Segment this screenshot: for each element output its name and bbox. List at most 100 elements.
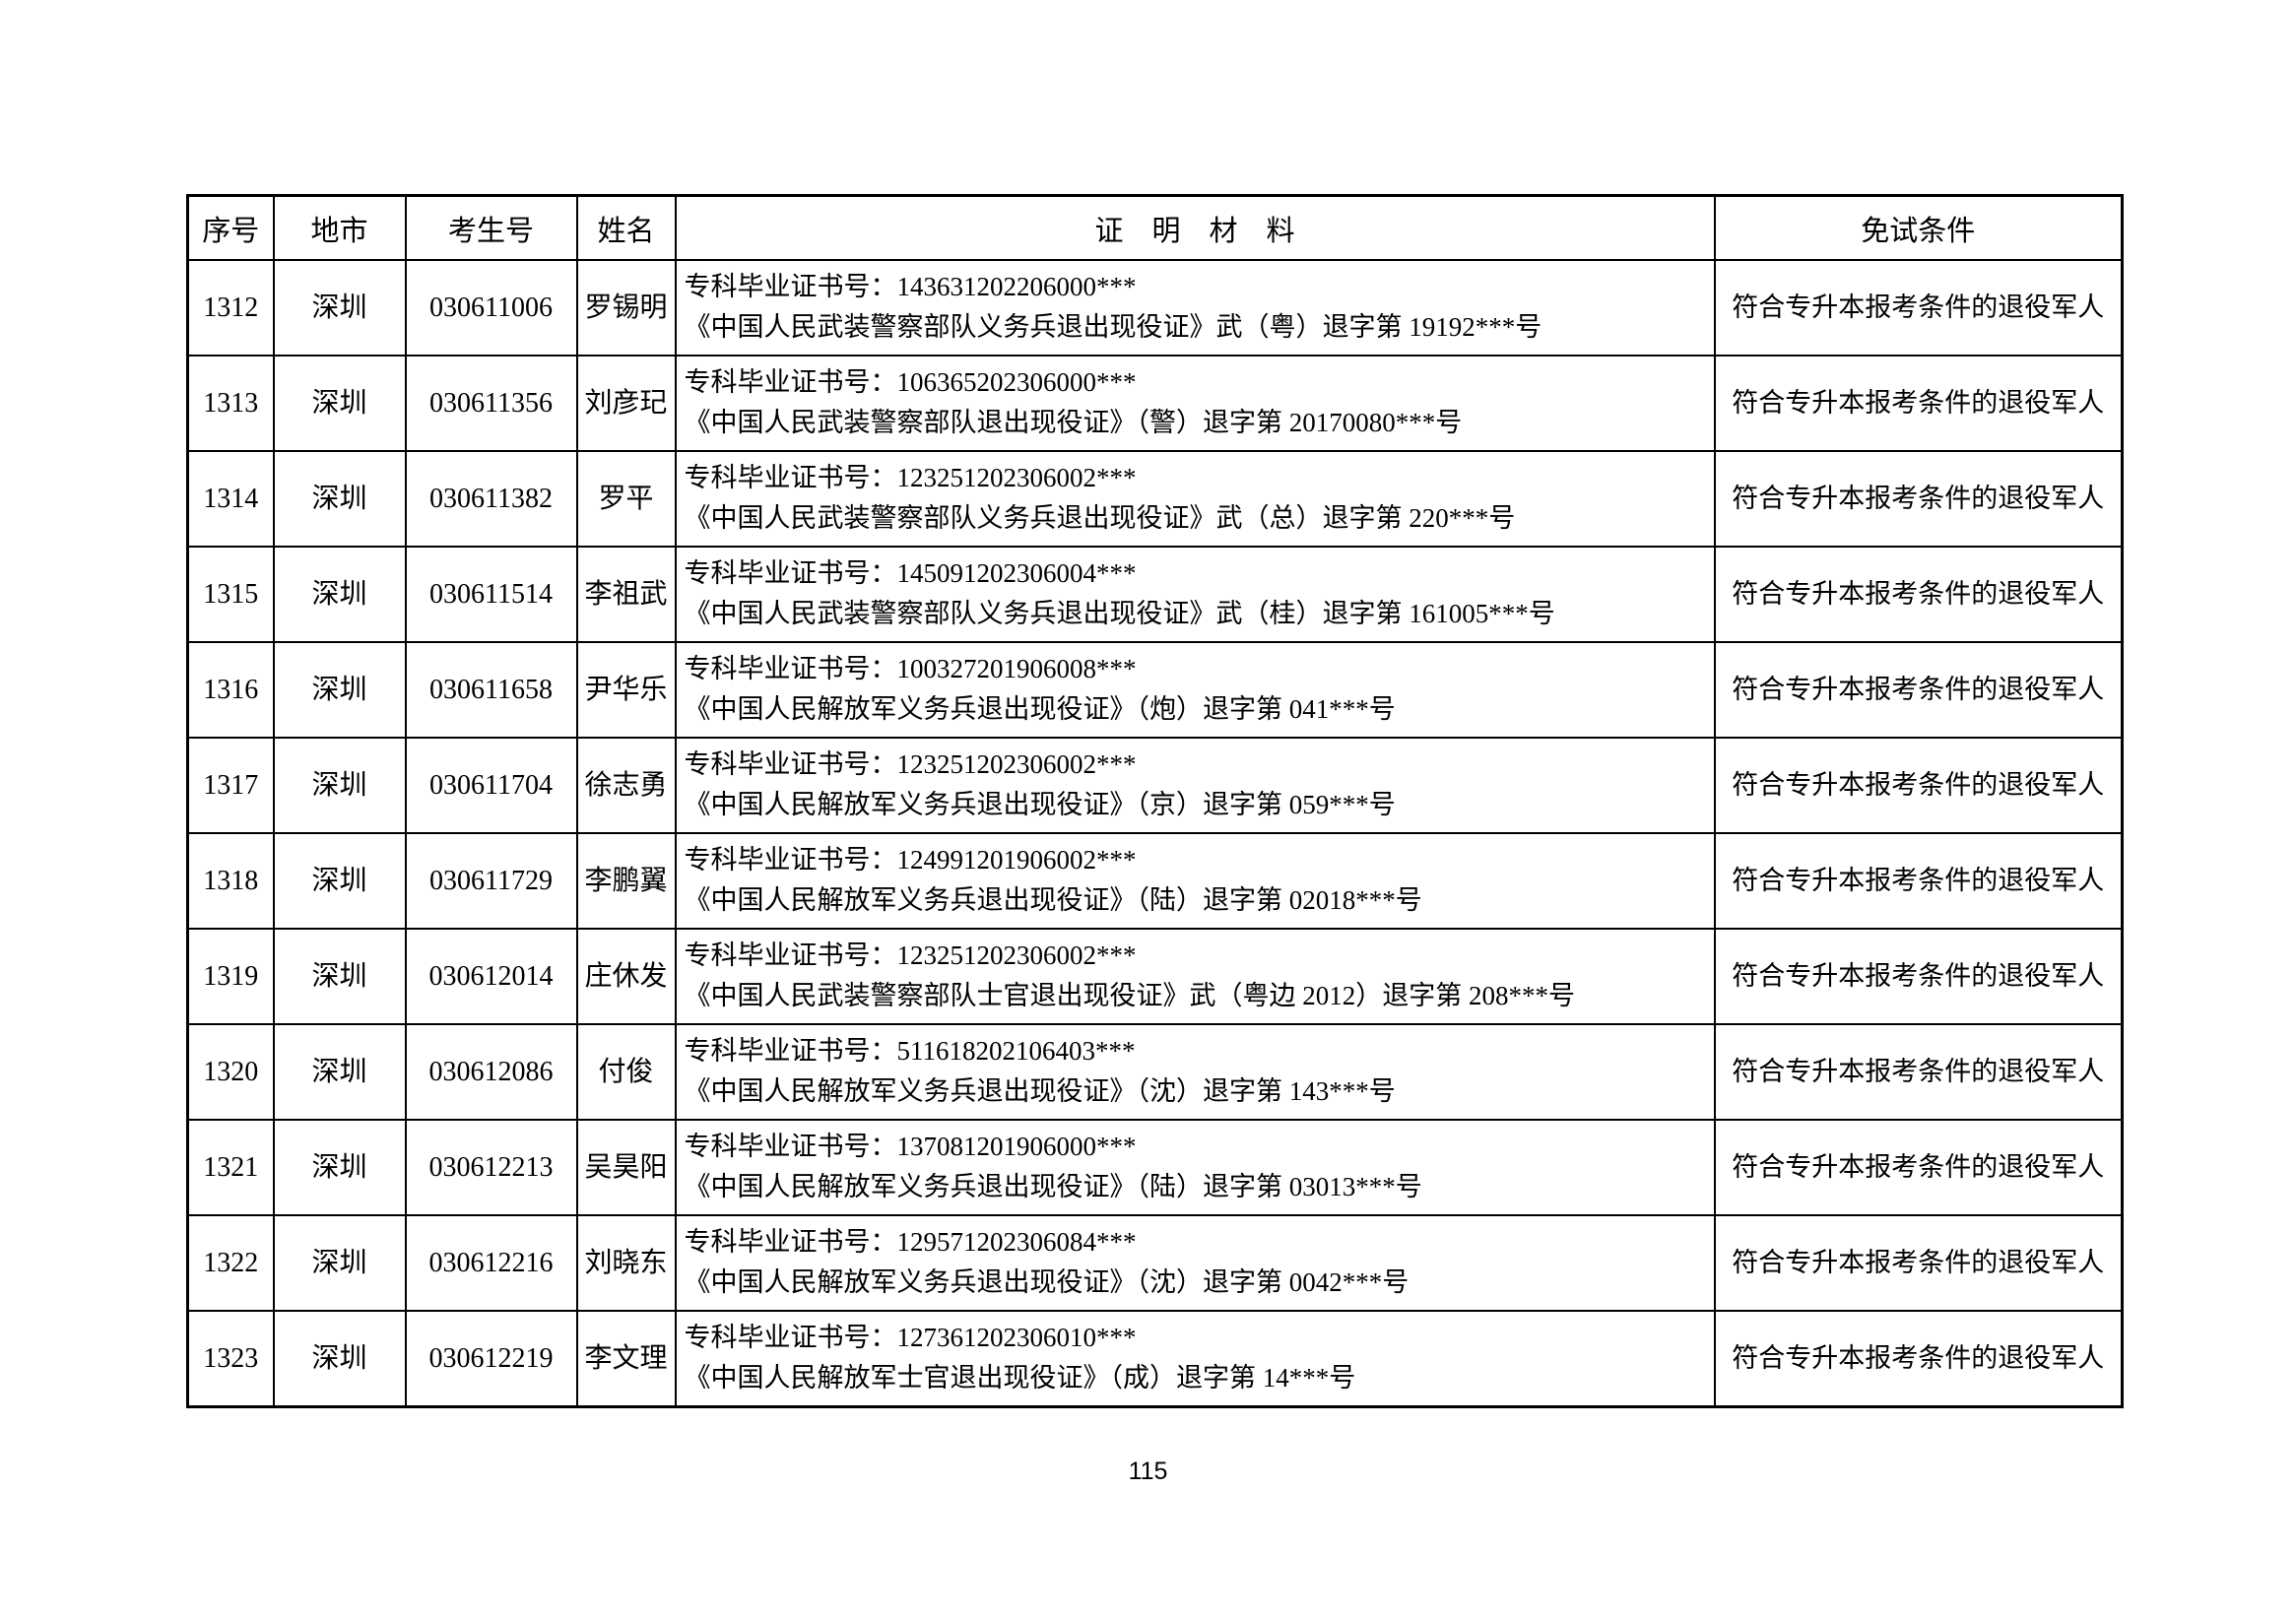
cell-city: 深圳 [272,1310,407,1408]
page-number: 115 [1128,1458,1168,1485]
header-name: 姓名 [575,194,677,261]
cell-exemption-condition: 符合专升本报考条件的退役军人 [1713,546,2124,643]
header-proof-materials: 证 明 材 料 [674,194,1716,261]
header-exemption-condition: 免试条件 [1713,194,2124,261]
cell-city: 深圳 [272,641,407,739]
cell-exemption-condition: 符合专升本报考条件的退役军人 [1713,1119,2124,1216]
cell-proof-materials: 专科毕业证书号：511618202106403*** 《中国人民解放军义务兵退出现… [674,1023,1716,1121]
cell-name: 付俊 [575,1023,677,1121]
cell-no: 1321 [186,1119,275,1216]
cell-exemption-condition: 符合专升本报考条件的退役军人 [1713,737,2124,834]
proof-diploma-number: 专科毕业证书号：511618202106403*** [684,1035,1136,1066]
cell-exemption-condition: 符合专升本报考条件的退役军人 [1713,928,2124,1025]
cell-candidate-id: 030611729 [404,832,578,930]
cell-city: 深圳 [272,355,407,452]
table-row: 1313 深圳 030611356 刘彦玘 专科毕业证书号：10636520230600… [186,355,2124,452]
cell-proof-materials: 专科毕业证书号：123251202306002*** 《中国人民武装警察部队义务兵… [674,450,1716,548]
proof-discharge-certificate: 《中国人民解放军义务兵退出现役证》（沈）退字第 143***号 [684,1076,1396,1107]
table-row: 1312 深圳 030611006 罗锡明 专科毕业证书号：14363120220600… [186,259,2124,357]
cell-name: 刘晓东 [575,1214,677,1312]
proof-diploma-number: 专科毕业证书号：124991201906002*** [684,844,1137,875]
proof-discharge-certificate: 《中国人民武装警察部队士官退出现役证》武（粤边 2012）退字第 208***号 [684,981,1576,1011]
proof-lines: 专科毕业证书号：123251202306002*** 《中国人民武装警察部队士官退… [685,932,1708,1021]
cell-exemption-condition: 符合专升本报考条件的退役军人 [1713,641,2124,739]
cell-no: 1314 [186,450,275,548]
proof-diploma-number: 专科毕业证书号：100327201906008*** [684,653,1137,683]
cell-proof-materials: 专科毕业证书号：100327201906008*** 《中国人民解放军义务兵退出现… [674,641,1716,739]
proof-discharge-certificate: 《中国人民武装警察部队退出现役证》（警）退字第 20170080***号 [684,408,1463,438]
cell-no: 1320 [186,1023,275,1121]
cell-city: 深圳 [272,450,407,548]
header-candidate-id: 考生号 [404,194,578,261]
table-row: 1319 深圳 030612014 庄休发 专科毕业证书号：12325120230600… [186,928,2124,1025]
cell-exemption-condition: 符合专升本报考条件的退役军人 [1713,1023,2124,1121]
cell-city: 深圳 [272,832,407,930]
proof-diploma-number: 专科毕业证书号：129571202306084*** [684,1226,1137,1257]
cell-name: 李鹏翼 [575,832,677,930]
proof-lines: 专科毕业证书号：123251202306002*** 《中国人民解放军义务兵退出现… [685,741,1708,830]
proof-diploma-number: 专科毕业证书号：123251202306002*** [684,940,1137,970]
proof-discharge-certificate: 《中国人民解放军士官退出现役证》（成）退字第 14***号 [684,1363,1356,1394]
cell-proof-materials: 专科毕业证书号：143631202206000*** 《中国人民武装警察部队义务兵… [674,259,1716,357]
cell-no: 1316 [186,641,275,739]
cell-no: 1317 [186,737,275,834]
proof-lines: 专科毕业证书号：137081201906000*** 《中国人民解放军义务兵退出现… [685,1123,1708,1212]
cell-city: 深圳 [272,546,407,643]
cell-name: 李文理 [575,1310,677,1408]
table-header-row: 序号 地市 考生号 姓名证 明 材 料免试条件 [186,194,2124,261]
proof-lines: 专科毕业证书号：129571202306084*** 《中国人民解放军义务兵退出现… [685,1218,1708,1308]
cell-name: 李祖武 [575,546,677,643]
proof-discharge-certificate: 《中国人民解放军义务兵退出现役证》（陆）退字第 02018***号 [684,885,1422,916]
cell-city: 深圳 [272,928,407,1025]
cell-proof-materials: 专科毕业证书号：145091202306004*** 《中国人民武装警察部队义务兵… [674,546,1716,643]
cell-candidate-id: 030611514 [404,546,578,643]
cell-name: 徐志勇 [575,737,677,834]
proof-lines: 专科毕业证书号：143631202206000*** 《中国人民武装警察部队义务兵… [685,263,1708,353]
proof-discharge-certificate: 《中国人民武装警察部队义务兵退出现役证》武（粤）退字第 19192***号 [684,312,1542,343]
proof-lines: 专科毕业证书号：100327201906008*** 《中国人民解放军义务兵退出现… [685,645,1708,735]
table-row: 1318 深圳 030611729 李鹏翼 专科毕业证书号：12499120190600… [186,832,2124,930]
cell-candidate-id: 030611658 [404,641,578,739]
cell-candidate-id: 030612216 [404,1214,578,1312]
cell-exemption-condition: 符合专升本报考条件的退役军人 [1713,832,2124,930]
cell-name: 庄休发 [575,928,677,1025]
cell-proof-materials: 专科毕业证书号：129571202306084*** 《中国人民解放军义务兵退出现… [674,1214,1716,1312]
cell-no: 1315 [186,546,275,643]
cell-no: 1312 [186,259,275,357]
cell-candidate-id: 030611356 [404,355,578,452]
proof-lines: 专科毕业证书号：124991201906002*** 《中国人民解放军义务兵退出现… [685,836,1708,926]
cell-city: 深圳 [272,1119,407,1216]
proof-diploma-number: 专科毕业证书号：145091202306004*** [684,557,1137,588]
cell-proof-materials: 专科毕业证书号：137081201906000*** 《中国人民解放军义务兵退出现… [674,1119,1716,1216]
proof-diploma-number: 专科毕业证书号：143631202206000*** [684,271,1137,301]
cell-proof-materials: 专科毕业证书号：123251202306002*** 《中国人民武装警察部队士官退… [674,928,1716,1025]
cell-proof-materials: 专科毕业证书号：123251202306002*** 《中国人民解放军义务兵退出现… [674,737,1716,834]
proof-diploma-number: 专科毕业证书号：123251202306002*** [684,748,1137,779]
table-body: 1312 深圳 030611006 罗锡明 专科毕业证书号：14363120220600… [186,259,2124,1408]
cell-no: 1319 [186,928,275,1025]
table-row: 1315 深圳 030611514 李祖武 专科毕业证书号：14509120230600… [186,546,2124,643]
header-no: 序号 [186,194,275,261]
cell-no: 1322 [186,1214,275,1312]
cell-no: 1318 [186,832,275,930]
cell-city: 深圳 [272,259,407,357]
proof-lines: 专科毕业证书号：511618202106403*** 《中国人民解放军义务兵退出现… [685,1027,1708,1117]
cell-candidate-id: 030612014 [404,928,578,1025]
cell-city: 深圳 [272,1023,407,1121]
cell-candidate-id: 030611006 [404,259,578,357]
cell-exemption-condition: 符合专升本报考条件的退役军人 [1713,1214,2124,1312]
header-city: 地市 [272,194,407,261]
proof-lines: 专科毕业证书号：145091202306004*** 《中国人民武装警察部队义务兵… [685,550,1708,639]
table-row: 1314 深圳 030611382 罗平 专科毕业证书号：123251202306002… [186,450,2124,548]
proof-discharge-certificate: 《中国人民解放军义务兵退出现役证》（炮）退字第 041***号 [684,694,1396,725]
cell-city: 深圳 [272,1214,407,1312]
table-row: 1321 深圳 030612213 吴昊阳 专科毕业证书号：13708120190600… [186,1119,2124,1216]
cell-proof-materials: 专科毕业证书号：106365202306000*** 《中国人民武装警察部队退出现… [674,355,1716,452]
cell-candidate-id: 030612086 [404,1023,578,1121]
cell-name: 罗锡明 [575,259,677,357]
cell-exemption-condition: 符合专升本报考条件的退役军人 [1713,259,2124,357]
cell-candidate-id: 030611382 [404,450,578,548]
cell-city: 深圳 [272,737,407,834]
cell-name: 罗平 [575,450,677,548]
